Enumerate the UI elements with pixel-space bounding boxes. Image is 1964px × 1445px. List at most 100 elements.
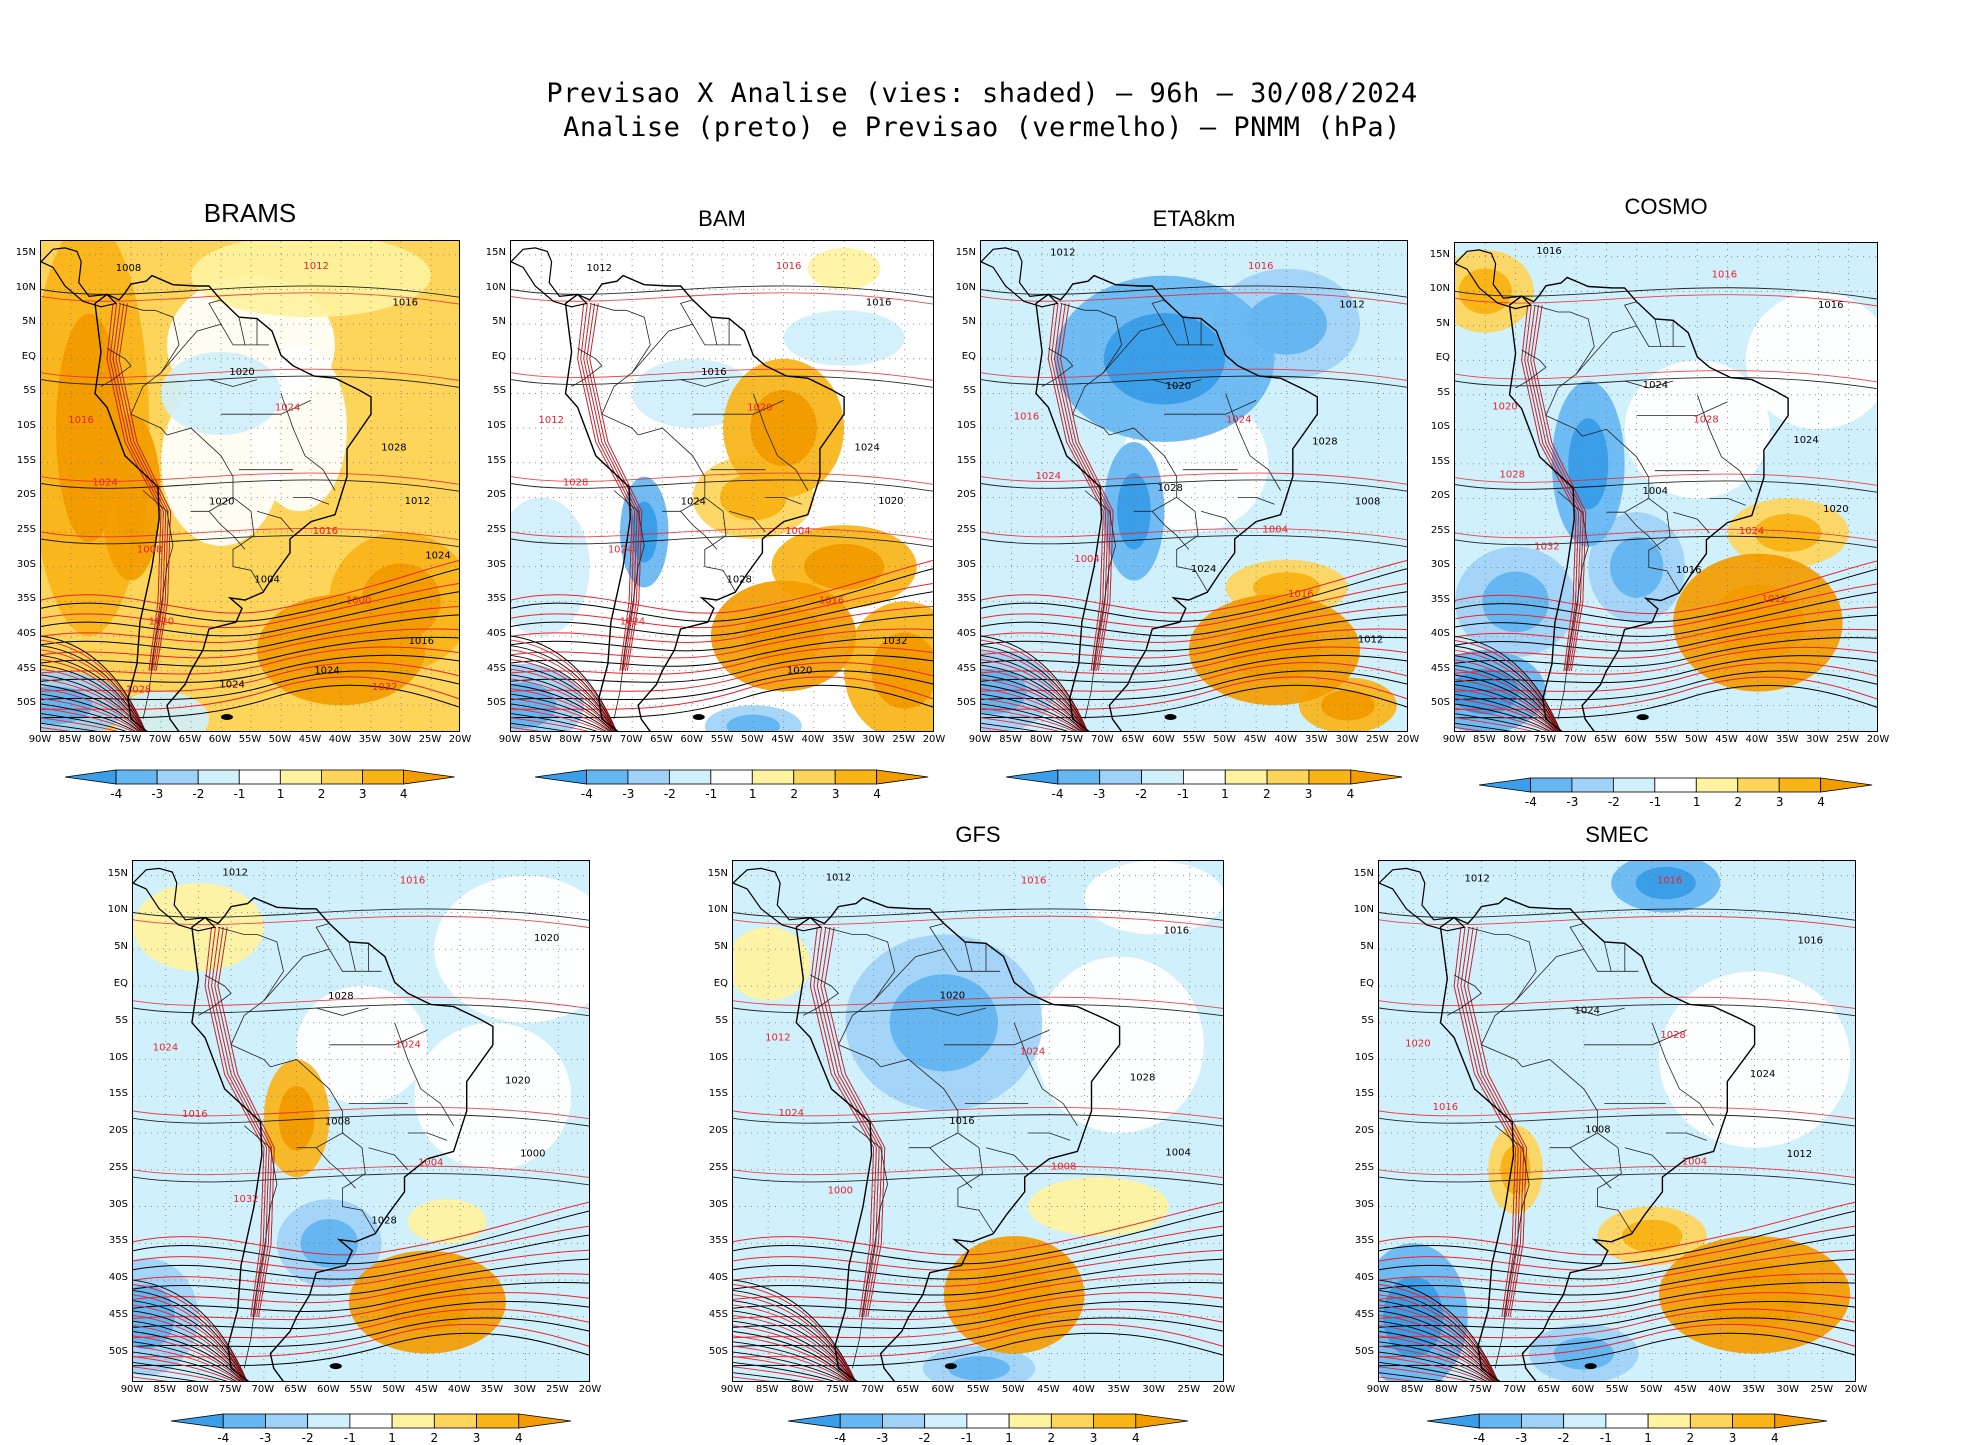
colorbar-label: 1 bbox=[748, 787, 757, 801]
lat-tick-label: 5S bbox=[23, 385, 36, 397]
bias-area bbox=[993, 435, 1092, 630]
contour-label: 1012 bbox=[303, 261, 328, 272]
colorbar-swatch bbox=[1140, 769, 1184, 785]
contour-label: 1020 bbox=[1166, 381, 1191, 392]
lat-tick-label: 25S bbox=[956, 524, 976, 536]
lon-tick-label: 80W bbox=[1434, 1384, 1458, 1395]
colorbar-swatch bbox=[966, 1413, 1010, 1429]
analysis-isobar bbox=[511, 534, 933, 548]
lon-tick-label: 55W bbox=[238, 734, 262, 745]
analysis-isobar bbox=[511, 614, 933, 652]
analysis-isobar bbox=[981, 285, 1407, 298]
forecast-isobar bbox=[133, 1356, 234, 1381]
bias-core bbox=[1622, 1219, 1683, 1253]
analysis-isobar bbox=[41, 713, 127, 731]
country-border bbox=[1557, 491, 1589, 720]
contour-label: 1032 bbox=[882, 636, 907, 647]
colorbar-label: 2 bbox=[1734, 795, 1742, 809]
colorbar-bam bbox=[535, 769, 929, 785]
lat-tick-label: 10N bbox=[107, 904, 128, 916]
colorbar-swatch bbox=[1696, 777, 1739, 793]
coastline-central-america bbox=[1455, 249, 1532, 310]
contour-label: 1028 bbox=[1157, 483, 1182, 494]
lat-tick-label: 45S bbox=[708, 1308, 728, 1320]
forecast-isobar bbox=[511, 292, 933, 305]
colorbar-swatch bbox=[1427, 1413, 1480, 1429]
analysis-isobar bbox=[41, 684, 142, 731]
lat-tick-label: 10N bbox=[1353, 904, 1374, 916]
forecast-isobar bbox=[1379, 1335, 1493, 1381]
lat-tick-label: EQ bbox=[961, 350, 976, 362]
lon-tick-label: 45W bbox=[415, 1384, 438, 1395]
contour-label: 1028 bbox=[1500, 469, 1525, 480]
analysis-isobar bbox=[511, 693, 611, 731]
country-border bbox=[198, 974, 232, 1016]
lon-tick-label: 50W bbox=[1684, 734, 1708, 745]
lat-tick-label: 15N bbox=[15, 246, 36, 258]
lat-tick-label: 15N bbox=[107, 867, 128, 879]
bias-area bbox=[407, 1199, 487, 1244]
analysis-isobar bbox=[981, 684, 1084, 731]
forecast-isobar bbox=[981, 717, 1060, 731]
panel-title-bam: BAM bbox=[698, 206, 746, 231]
analysis-isobar bbox=[981, 568, 1407, 622]
lon-tick-label: 50W bbox=[1639, 1384, 1663, 1395]
contour-label: 1016 bbox=[400, 876, 425, 887]
colorbar-swatch bbox=[752, 769, 795, 785]
forecast-isobar bbox=[204, 927, 265, 1317]
forecast-isobar bbox=[981, 676, 1407, 710]
lon-tick-label: 40W bbox=[1072, 1384, 1095, 1395]
lon-tick-label: 30W bbox=[1776, 1384, 1800, 1395]
lon-tick-label: 40W bbox=[447, 1384, 471, 1395]
country-border bbox=[342, 1132, 376, 1233]
analysis-isobar bbox=[1455, 674, 1559, 731]
colorbar-label: 1 bbox=[1644, 1431, 1652, 1445]
forecast-isobar bbox=[1455, 688, 1556, 731]
analysis-isobar bbox=[133, 1281, 589, 1312]
forecast-isobar bbox=[733, 1107, 1223, 1120]
analysis-isobar bbox=[511, 703, 607, 731]
forecast-isobar bbox=[133, 996, 589, 1009]
country-border bbox=[1545, 373, 1583, 437]
falkland-islands bbox=[221, 714, 233, 721]
country-border bbox=[1648, 498, 1680, 592]
country-border bbox=[1225, 393, 1281, 491]
forecast-isobar bbox=[981, 649, 1088, 731]
forecast-isobar bbox=[1455, 473, 1877, 486]
analysis-isobar bbox=[1379, 1281, 1855, 1312]
analysis-isobar bbox=[981, 722, 1039, 731]
country-border bbox=[316, 1007, 369, 1016]
forecast-isobar bbox=[823, 927, 886, 1317]
contour-label: 1004 bbox=[1165, 1148, 1190, 1159]
colorbar-swatch bbox=[1654, 777, 1698, 793]
country-border bbox=[118, 303, 180, 373]
country-border bbox=[1060, 303, 1123, 373]
lat-tick-label: 45S bbox=[1354, 1308, 1374, 1320]
lon-tick-label: 70W bbox=[1090, 734, 1114, 745]
forecast-isobar bbox=[1460, 927, 1522, 1317]
lon-tick-label: 50W bbox=[740, 734, 764, 745]
analysis-isobar bbox=[1455, 722, 1512, 731]
lon-tick-label: 25W bbox=[418, 734, 442, 745]
forecast-isobar bbox=[511, 662, 933, 692]
analysis-isobar bbox=[133, 1341, 241, 1381]
forecast-isobar bbox=[1524, 305, 1580, 671]
colorbar-label: -4 bbox=[110, 787, 123, 801]
contour-label: 1012 bbox=[1339, 300, 1364, 311]
contour-label: 1024 bbox=[1643, 380, 1668, 391]
lat-tick-label: 20S bbox=[1430, 490, 1450, 502]
country-border bbox=[852, 1125, 889, 1369]
analysis-isobar bbox=[733, 1234, 1223, 1280]
lat-tick-label: 10N bbox=[955, 281, 976, 293]
figure-title-line1: Previsao X Analise (vies: shaded) – 96h … bbox=[546, 78, 1418, 109]
country-border bbox=[957, 1132, 994, 1233]
analysis-isobar bbox=[1379, 1114, 1855, 1127]
lon-tick-label: 80W bbox=[1029, 734, 1053, 745]
country-border bbox=[638, 427, 706, 512]
country-border bbox=[1515, 349, 1547, 389]
forecast-isobar bbox=[1056, 303, 1112, 671]
colorbar-label: 4 bbox=[1770, 1431, 1779, 1445]
lat-tick-label: 50S bbox=[1430, 697, 1450, 709]
country-border bbox=[803, 974, 840, 1016]
contour-label: 1000 bbox=[346, 596, 371, 607]
